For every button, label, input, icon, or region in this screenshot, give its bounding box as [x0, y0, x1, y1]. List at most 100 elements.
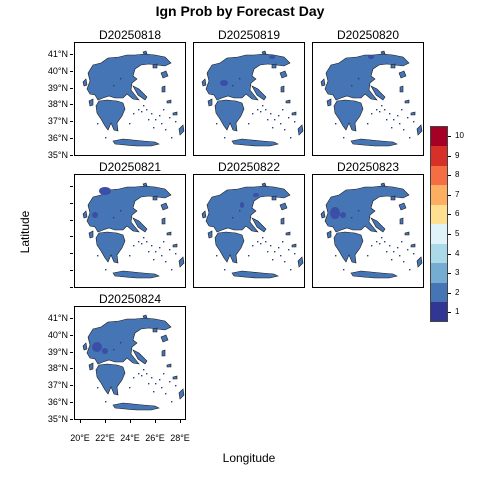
- island-dot: [120, 210, 122, 212]
- island-dot: [335, 255, 337, 257]
- greece-map-3: [320, 50, 423, 147]
- greece-land-shape: [205, 53, 291, 101]
- greece-land-shape: [88, 98, 94, 107]
- legend-label: 6: [455, 209, 460, 218]
- island-dot: [163, 241, 165, 243]
- lon-label: 24°E: [120, 433, 140, 443]
- island-dot: [146, 109, 148, 111]
- island-dot: [153, 127, 155, 129]
- greece-land-shape: [261, 50, 267, 55]
- island-dot: [165, 261, 167, 263]
- island-dot: [367, 255, 369, 257]
- greece-land-shape: [261, 182, 267, 187]
- panel-label-7: D20250824: [98, 292, 162, 306]
- lat-label: 40°N: [47, 330, 68, 340]
- greece-map-6: [320, 182, 423, 279]
- island-dot: [399, 255, 401, 257]
- greece-land-shape: [370, 85, 386, 101]
- island-dot: [343, 137, 345, 139]
- lat-tick: [70, 220, 73, 221]
- island-dot: [351, 85, 353, 87]
- island-dot: [161, 387, 163, 389]
- island-dot: [288, 117, 290, 119]
- island-dot: [133, 245, 135, 247]
- lat-label: 36°N: [47, 133, 68, 143]
- greece-land-shape: [410, 111, 416, 116]
- lon-label: 20°E: [70, 433, 90, 443]
- island-dot: [270, 113, 272, 115]
- legend-label: 5: [455, 229, 460, 238]
- island-dot: [252, 245, 254, 247]
- legend-swatch: [431, 205, 447, 225]
- greece-land-shape: [280, 217, 285, 225]
- greece-land-shape: [271, 195, 277, 201]
- greece-land-shape: [112, 138, 160, 147]
- island-dot: [148, 383, 150, 385]
- island-dot: [129, 387, 131, 389]
- island-dot: [265, 109, 267, 111]
- greece-land-shape: [285, 99, 291, 104]
- ignition-hotspot: [340, 212, 346, 218]
- island-dot: [151, 113, 153, 115]
- map-panel-3: [312, 42, 424, 156]
- island-dot: [272, 127, 274, 129]
- greece-land-shape: [279, 70, 288, 79]
- greece-land-shape: [172, 375, 178, 380]
- island-dot: [294, 121, 296, 123]
- island-dot: [284, 261, 286, 263]
- island-dot: [153, 259, 155, 261]
- island-dot: [163, 109, 165, 111]
- greece-land-shape: [399, 217, 404, 225]
- lon-tick: [105, 420, 106, 423]
- greece-land-shape: [280, 85, 285, 93]
- lat-label: 35°N: [47, 150, 68, 160]
- greece-land-shape: [112, 270, 160, 279]
- panel-label-5: D20250822: [217, 160, 281, 174]
- island-dot: [105, 401, 107, 403]
- lat-tick: [70, 402, 73, 403]
- island-dot: [129, 123, 131, 125]
- island-dot: [148, 251, 150, 253]
- island-dot: [161, 123, 163, 125]
- lon-tick: [130, 420, 131, 423]
- greece-land-shape: [132, 85, 148, 101]
- greece-land-shape: [132, 217, 148, 233]
- island-dot: [138, 109, 140, 111]
- panel-label-3: D20250820: [336, 28, 400, 42]
- lat-label: 41°N: [47, 49, 68, 59]
- island-dot: [159, 247, 161, 249]
- island-dot: [376, 241, 378, 243]
- island-dot: [113, 349, 115, 351]
- island-dot: [371, 245, 373, 247]
- island-dot: [151, 245, 153, 247]
- island-dot: [397, 115, 399, 117]
- greece-land-shape: [161, 349, 166, 357]
- legend-swatch: [431, 146, 447, 166]
- map-panel-5: [193, 174, 305, 288]
- island-dot: [272, 259, 274, 261]
- legend-label: 9: [455, 151, 460, 160]
- island-dot: [260, 111, 262, 113]
- lat-label: 37°N: [47, 116, 68, 126]
- island-dot: [407, 249, 409, 251]
- island-dot: [282, 109, 284, 111]
- island-dot: [97, 123, 99, 125]
- lon-label: 22°E: [95, 433, 115, 443]
- island-dot: [141, 375, 143, 377]
- island-dot: [151, 377, 153, 379]
- legend-tick: [448, 312, 451, 313]
- island-dot: [403, 261, 405, 263]
- island-dot: [257, 109, 259, 111]
- legend-label: 7: [455, 190, 460, 199]
- lat-label: 35°N: [47, 414, 68, 424]
- legend-tick: [448, 234, 451, 235]
- greece-land-shape: [88, 230, 94, 239]
- greece-land-shape: [398, 70, 407, 79]
- lat-tick: [70, 270, 73, 271]
- island-dot: [280, 255, 282, 257]
- island-dot: [274, 251, 276, 253]
- island-dot: [138, 373, 140, 375]
- island-dot: [257, 241, 259, 243]
- greece-land-shape: [201, 210, 207, 219]
- island-dot: [274, 119, 276, 121]
